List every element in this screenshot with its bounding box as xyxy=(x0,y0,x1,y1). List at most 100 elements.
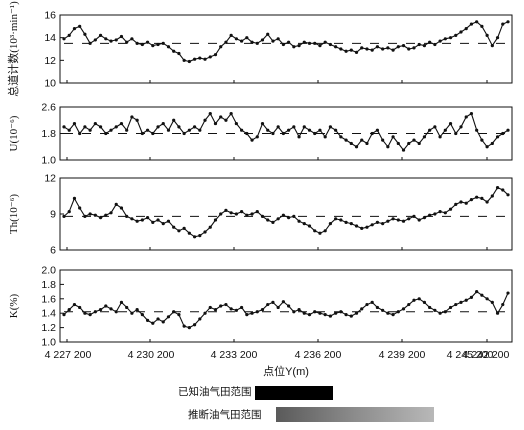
data-point xyxy=(198,56,202,60)
data-point xyxy=(485,33,489,38)
data-point xyxy=(469,112,474,116)
data-point xyxy=(287,304,291,308)
data-point xyxy=(234,212,238,216)
data-point xyxy=(318,128,322,132)
y-tick-label: 1.0 xyxy=(41,155,56,167)
data-point xyxy=(140,42,144,47)
data-point xyxy=(62,214,66,218)
data-point xyxy=(469,22,474,26)
data-point xyxy=(229,112,233,116)
data-point xyxy=(386,219,390,223)
data-point xyxy=(182,324,186,328)
data-point xyxy=(459,125,463,129)
data-point xyxy=(412,138,416,142)
data-point xyxy=(276,305,280,310)
data-point xyxy=(417,218,421,222)
data-point xyxy=(480,196,484,200)
data-point xyxy=(344,313,348,317)
data-point xyxy=(281,213,285,217)
data-point xyxy=(104,37,108,41)
data-point xyxy=(182,226,186,230)
data-point xyxy=(480,138,484,142)
panel-frame xyxy=(59,177,513,251)
data-point xyxy=(182,131,186,136)
data-point xyxy=(172,49,176,53)
y-axis-title: Th(10⁻⁶) xyxy=(8,194,20,235)
data-point xyxy=(349,314,353,318)
data-point xyxy=(459,300,463,304)
data-point xyxy=(370,300,374,304)
data-point xyxy=(98,308,103,312)
data-point xyxy=(443,128,447,132)
data-point xyxy=(328,222,332,226)
data-point xyxy=(192,125,197,129)
chart-panels: 10 12 14 16 总道计数(10³·min⁻¹) 1.0 1.8 2.6 U(10⁻⁶) 6… xyxy=(6,1,513,349)
data-point xyxy=(151,131,155,136)
y-tick-label: 10 xyxy=(44,78,56,90)
data-point xyxy=(156,218,160,222)
data-point xyxy=(422,135,427,139)
panel-K: 1.0 1.2 1.4 1.6 1.8 2.0 K(%) xyxy=(8,265,513,349)
x-tick-label: 4 233 200 xyxy=(211,349,258,361)
data-point xyxy=(161,41,165,45)
data-point xyxy=(240,128,244,132)
data-point xyxy=(245,313,249,317)
data-point xyxy=(234,121,238,126)
data-point xyxy=(88,41,92,45)
data-point xyxy=(490,44,494,48)
data-point xyxy=(276,125,280,129)
data-point xyxy=(93,121,97,126)
data-point xyxy=(151,220,155,224)
data-point xyxy=(125,40,129,44)
data-point xyxy=(219,115,223,119)
data-point xyxy=(422,44,427,48)
data-point xyxy=(459,30,463,34)
data-point xyxy=(428,305,432,310)
data-point xyxy=(360,307,364,311)
data-point xyxy=(292,214,296,218)
data-point xyxy=(161,320,165,324)
data-point xyxy=(407,141,411,146)
data-point xyxy=(156,317,160,321)
data-point xyxy=(125,214,129,218)
data-point xyxy=(198,128,202,132)
data-point xyxy=(480,24,484,28)
data-point xyxy=(334,128,338,132)
data-point xyxy=(98,216,103,220)
data-point xyxy=(208,305,212,310)
data-point xyxy=(130,311,134,315)
data-point xyxy=(401,219,406,223)
data-point xyxy=(323,135,327,139)
data-point xyxy=(119,300,124,304)
data-point xyxy=(328,42,332,47)
data-point xyxy=(88,313,92,317)
data-point xyxy=(339,135,343,139)
y-tick-label: 1.2 xyxy=(41,322,56,334)
data-point xyxy=(140,131,144,136)
data-point xyxy=(260,38,265,42)
data-point xyxy=(365,47,369,51)
data-point xyxy=(495,311,500,315)
data-point xyxy=(464,115,468,119)
data-point xyxy=(360,226,364,230)
data-point xyxy=(438,39,442,43)
data-point xyxy=(349,141,353,146)
data-point xyxy=(302,125,306,129)
data-point xyxy=(208,112,212,116)
panel-total: 10 12 14 16 总道计数(10³·min⁻¹) xyxy=(6,1,513,97)
data-point xyxy=(375,220,380,224)
data-point xyxy=(318,44,322,48)
panel-frame xyxy=(59,14,513,84)
data-point xyxy=(448,36,453,40)
data-point xyxy=(428,40,432,44)
data-point xyxy=(104,304,108,308)
panel-Th: 6 9 12 Th(10⁻⁶) xyxy=(8,173,513,257)
x-tick-label: 4 227 200 xyxy=(45,349,92,361)
data-point xyxy=(83,125,87,129)
data-point xyxy=(354,224,359,228)
x-tick-label: 4 236 200 xyxy=(295,349,342,361)
data-point xyxy=(313,310,317,314)
data-point xyxy=(260,308,265,312)
data-point xyxy=(166,128,171,132)
data-point xyxy=(485,297,489,301)
